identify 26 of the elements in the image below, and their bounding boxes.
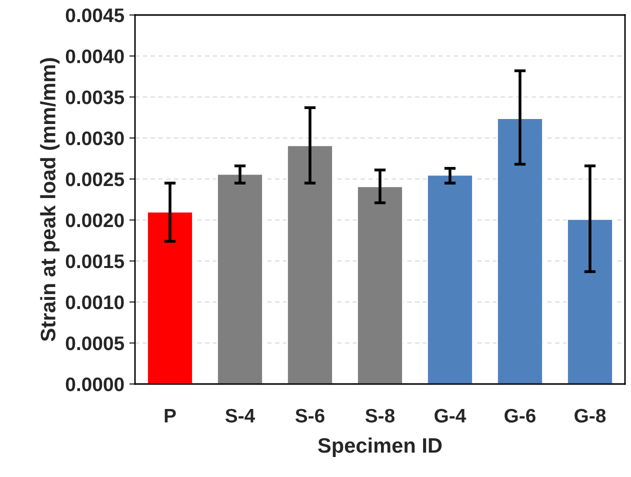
y-tick-label: 0.0020 bbox=[66, 213, 124, 228]
bar bbox=[426, 174, 474, 384]
y-axis-title: Strain at peak load (mm/mm) bbox=[40, 58, 60, 342]
x-tick-label: G-4 bbox=[434, 408, 466, 423]
x-tick-label: G-6 bbox=[504, 408, 536, 423]
y-tick-label: 0.0025 bbox=[66, 172, 124, 186]
y-tick-label: 0.0010 bbox=[66, 295, 124, 310]
y-tick-label: 0.0030 bbox=[66, 131, 124, 146]
bar bbox=[216, 173, 264, 384]
bar bbox=[566, 218, 614, 384]
x-tick-label: G-8 bbox=[574, 408, 606, 423]
y-tick-label: 0.0000 bbox=[66, 377, 124, 392]
bar bbox=[496, 118, 544, 384]
x-tick-label: S-8 bbox=[365, 408, 395, 423]
y-tick-label: 0.0015 bbox=[66, 254, 124, 268]
bar bbox=[286, 144, 334, 384]
y-tick-label: 0.0040 bbox=[66, 49, 124, 64]
y-tick-label: 0.0045 bbox=[66, 8, 124, 22]
x-axis-title: Specimen ID bbox=[318, 438, 442, 457]
y-tick-label: 0.0035 bbox=[66, 90, 124, 104]
bar bbox=[146, 211, 194, 384]
x-tick-label: P bbox=[164, 409, 176, 422]
x-tick-label: S-6 bbox=[295, 408, 324, 423]
y-tick-label: 0.0005 bbox=[66, 336, 124, 350]
x-tick-label: S-4 bbox=[225, 408, 256, 423]
bar bbox=[356, 186, 404, 384]
